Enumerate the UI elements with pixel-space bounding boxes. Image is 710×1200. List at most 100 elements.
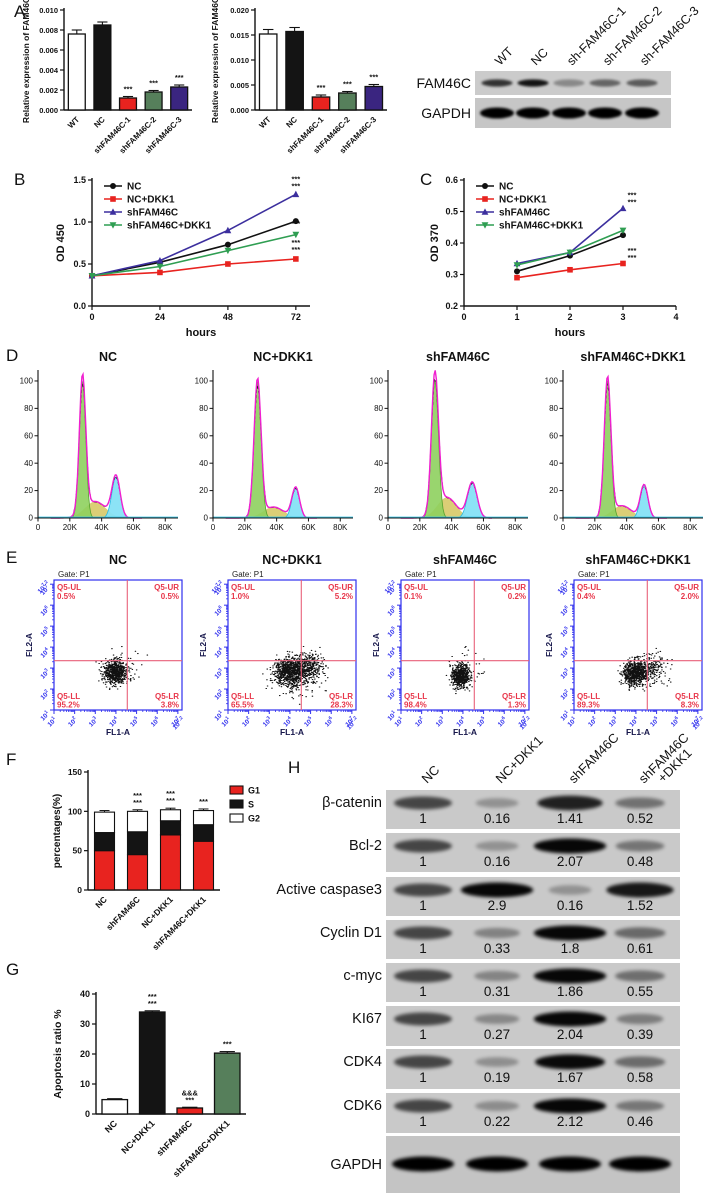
x-tick-label: 40K: [95, 523, 110, 532]
y-axis-label: FL2-A: [198, 633, 208, 657]
quadrant-ur-pct: 5.2%: [335, 592, 353, 601]
protein-band: [394, 1012, 452, 1026]
quadrant-lr-label: Q5-LR: [675, 692, 699, 701]
protein-band: [609, 1156, 671, 1172]
x-tick-label: 60K: [301, 523, 316, 532]
gate-label: Gate: P1: [232, 570, 264, 579]
y-tick-label: 106: [212, 604, 225, 617]
significance-label: ***: [185, 1095, 194, 1104]
y-axis-label: Relative expression of FAM46C: [21, 0, 31, 123]
marker-triangle-down: [292, 231, 300, 239]
y-tick-label: 100: [545, 377, 559, 386]
quadrant-lr-pct: 1.3%: [508, 701, 526, 710]
x-tick-label: 20K: [238, 523, 253, 532]
gate-label: Gate: P1: [578, 570, 610, 579]
x-axis-label: FL1-A: [626, 727, 650, 737]
y-tick-label: 103: [385, 667, 398, 680]
legend-label: NC: [127, 182, 141, 193]
x-category-label: shFAM46C: [104, 894, 142, 932]
panel-label-h: H: [288, 758, 301, 777]
plot-title: shFAM46C+DKK1: [580, 350, 685, 364]
x-tick-label: 0: [89, 312, 94, 322]
protein-band: [394, 926, 452, 940]
band-value: 1.86: [557, 984, 583, 999]
band-value: 2.04: [557, 1027, 584, 1042]
band-value: 0.33: [484, 941, 510, 956]
x-tick-label: 102: [586, 715, 599, 728]
y-tick-label: 150: [68, 767, 82, 777]
marker-triangle-up: [481, 208, 489, 215]
protein-band: [615, 1100, 665, 1112]
quadrant-ur-label: Q5-UR: [328, 583, 353, 592]
marker-circle: [620, 232, 626, 239]
quadrant-ul-pct: 1.0%: [231, 592, 249, 601]
y-tick-label: 0.010: [39, 6, 58, 15]
marker-triangle-down: [619, 227, 627, 234]
y-tick-label: 0.020: [230, 6, 249, 15]
protein-band: [614, 927, 666, 939]
y-tick-label: 20: [80, 1049, 90, 1059]
panel-label-c: C: [420, 170, 433, 189]
blot-row-label: FAM46C: [417, 75, 471, 91]
significance-label: ***: [166, 789, 175, 798]
x-tick-label: 20K: [588, 523, 603, 532]
y-tick-label: 0.015: [230, 31, 249, 40]
y-tick-label: 0: [77, 885, 82, 895]
band-value: 0.55: [627, 984, 653, 999]
x-tick-label: 20K: [413, 523, 428, 532]
quadrant-ur-pct: 0.2%: [508, 592, 526, 601]
total-curve: [400, 370, 492, 519]
y-tick-label: 0.2: [445, 301, 458, 311]
x-tick-label: 60K: [651, 523, 666, 532]
bar: [213, 1052, 241, 1115]
protein-band: [533, 838, 607, 854]
legend-label: S: [248, 800, 254, 810]
lane-label: NC: [528, 45, 551, 68]
significance-label: ***: [628, 197, 637, 206]
plot-title: shFAM46C: [433, 553, 497, 567]
x-tick-label: 0: [461, 312, 466, 322]
y-tick-label: 0: [29, 514, 34, 523]
x-category-label: WT: [66, 115, 81, 130]
protein-band: [533, 968, 607, 984]
blot-row-label: CDK4: [343, 1054, 382, 1070]
y-tick-label: 104: [38, 646, 51, 659]
bar: [118, 97, 138, 111]
stacked-segment: [159, 820, 182, 836]
blot-strip: [386, 790, 680, 829]
blot-row-label: Bcl-2: [349, 838, 382, 854]
y-tick-label: 0.5: [73, 259, 86, 269]
series-line: [91, 258, 296, 277]
y-axis-label: Relative expression of FAM46C: [210, 0, 220, 123]
band-value: 1: [419, 941, 427, 956]
quadrant-ll-label: Q5-LL: [404, 692, 427, 701]
y-tick-label: 0: [85, 1109, 90, 1119]
plot-frame: [227, 579, 357, 711]
blot-row-label: c-myc: [343, 968, 382, 984]
marker-square: [110, 196, 116, 202]
quadrant-ul-label: Q5-UL: [231, 583, 255, 592]
marker-square: [514, 274, 520, 281]
blot-strip: [386, 833, 680, 872]
gate-label: Gate: P1: [58, 570, 90, 579]
fit-curve: [50, 380, 142, 519]
x-tick-label: 0: [561, 523, 566, 532]
y-tick-label: 105: [385, 625, 398, 638]
y-tick-label: 102: [385, 688, 398, 701]
band-value: 0.52: [627, 811, 653, 826]
y-tick-label: 20: [199, 486, 208, 495]
legend-label: G2: [248, 814, 260, 824]
marker-triangle-down: [156, 263, 164, 271]
significance-label: ***: [369, 73, 378, 82]
quadrant-ll-pct: 98.4%: [404, 701, 427, 710]
band-value: 1: [419, 854, 427, 869]
x-tick-label: 106: [668, 715, 681, 728]
significance-label: ***: [124, 85, 133, 94]
y-axis-label: OD 450: [55, 224, 67, 262]
stacked-segment: [93, 811, 116, 834]
band-value: 1: [419, 811, 427, 826]
phase-area: [575, 380, 668, 519]
marker-triangle-down: [88, 272, 96, 280]
